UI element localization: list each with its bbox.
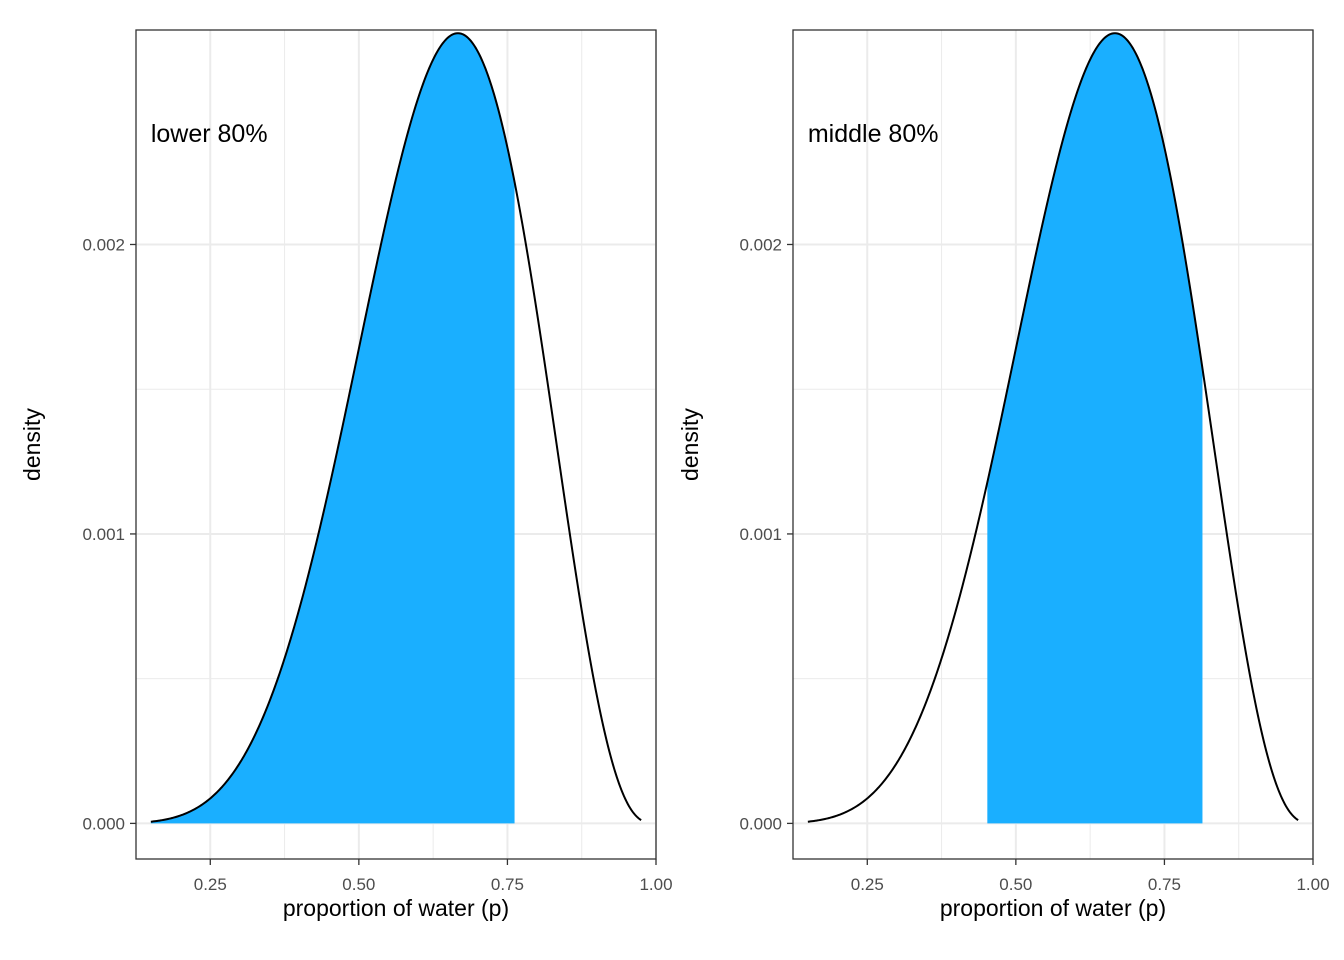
x-tick-label: 0.75	[1148, 875, 1181, 894]
x-tick-label: 0.25	[194, 875, 227, 894]
shaded-interval	[150, 33, 515, 824]
x-tick-label: 0.75	[491, 875, 524, 894]
y-tick-label: 0.002	[739, 235, 782, 254]
panel-1: 0.25 0.50 0.75 1.00 0.000 0.001 0.002 proportio…	[19, 29, 673, 921]
shaded-interval	[987, 33, 1203, 824]
y-tick-label: 0.000	[82, 814, 125, 833]
x-tick-label: 0.50	[999, 875, 1032, 894]
x-axis-title: proportion of water (p)	[283, 895, 509, 921]
y-tick-label: 0.001	[739, 525, 782, 544]
panel-border	[792, 29, 1314, 860]
x-tick-label: 0.25	[851, 875, 884, 894]
y-tick-label: 0.000	[739, 814, 782, 833]
y-axis-title: density	[19, 408, 45, 481]
panel-border	[135, 29, 657, 860]
interval-annotation: middle 80%	[808, 120, 939, 148]
x-axis-title: proportion of water (p)	[940, 895, 1166, 921]
x-tick-label: 1.00	[1296, 875, 1329, 894]
density-curve	[150, 32, 642, 823]
y-tick-label: 0.001	[82, 525, 125, 544]
interval-annotation: lower 80%	[151, 120, 268, 148]
y-axis-title: density	[677, 408, 703, 481]
density-curve	[807, 32, 1299, 823]
panel-2: 0.25 0.50 0.75 1.00 0.000 0.001 0.002 proportio…	[677, 29, 1330, 921]
x-tick-label: 0.50	[342, 875, 375, 894]
x-tick-label: 1.00	[639, 875, 672, 894]
y-tick-label: 0.002	[82, 235, 125, 254]
